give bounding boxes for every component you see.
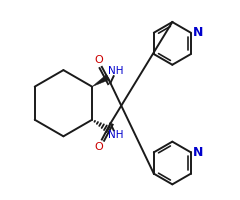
Text: N: N xyxy=(192,146,203,159)
Text: NH: NH xyxy=(108,130,124,140)
Text: NH: NH xyxy=(108,66,124,76)
Text: O: O xyxy=(94,55,103,65)
Polygon shape xyxy=(92,74,110,87)
Text: N: N xyxy=(192,26,203,39)
Text: O: O xyxy=(94,142,103,152)
